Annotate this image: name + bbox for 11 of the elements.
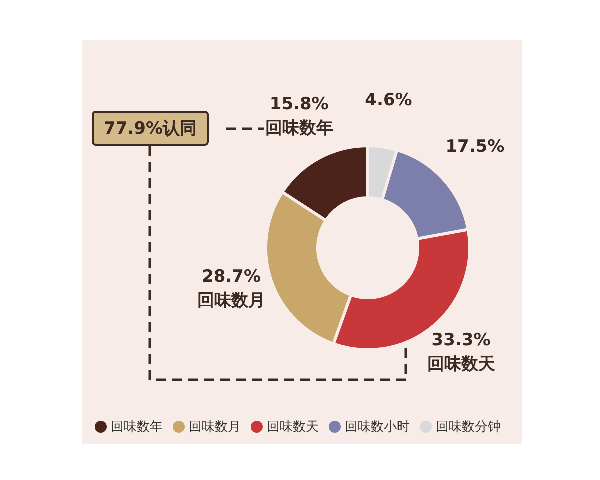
legend-label: 回味数年 <box>111 420 163 435</box>
text: 77.9%认同 <box>92 111 209 146</box>
legend-label: 回味数月 <box>189 420 241 435</box>
legend-label: 回味数小时 <box>345 420 410 435</box>
legend-label: 回味数天 <box>267 420 319 435</box>
legend-label: 回味数分钟 <box>436 420 501 435</box>
data-label: 33.3% 回味数天 <box>427 330 496 375</box>
data-label: 4.6% <box>365 90 412 111</box>
data-label: 17.5% <box>446 136 505 157</box>
data-label: 15.8% 回味数年 <box>265 94 334 138</box>
data-label: 28.7% 回味数月 <box>198 267 266 312</box>
